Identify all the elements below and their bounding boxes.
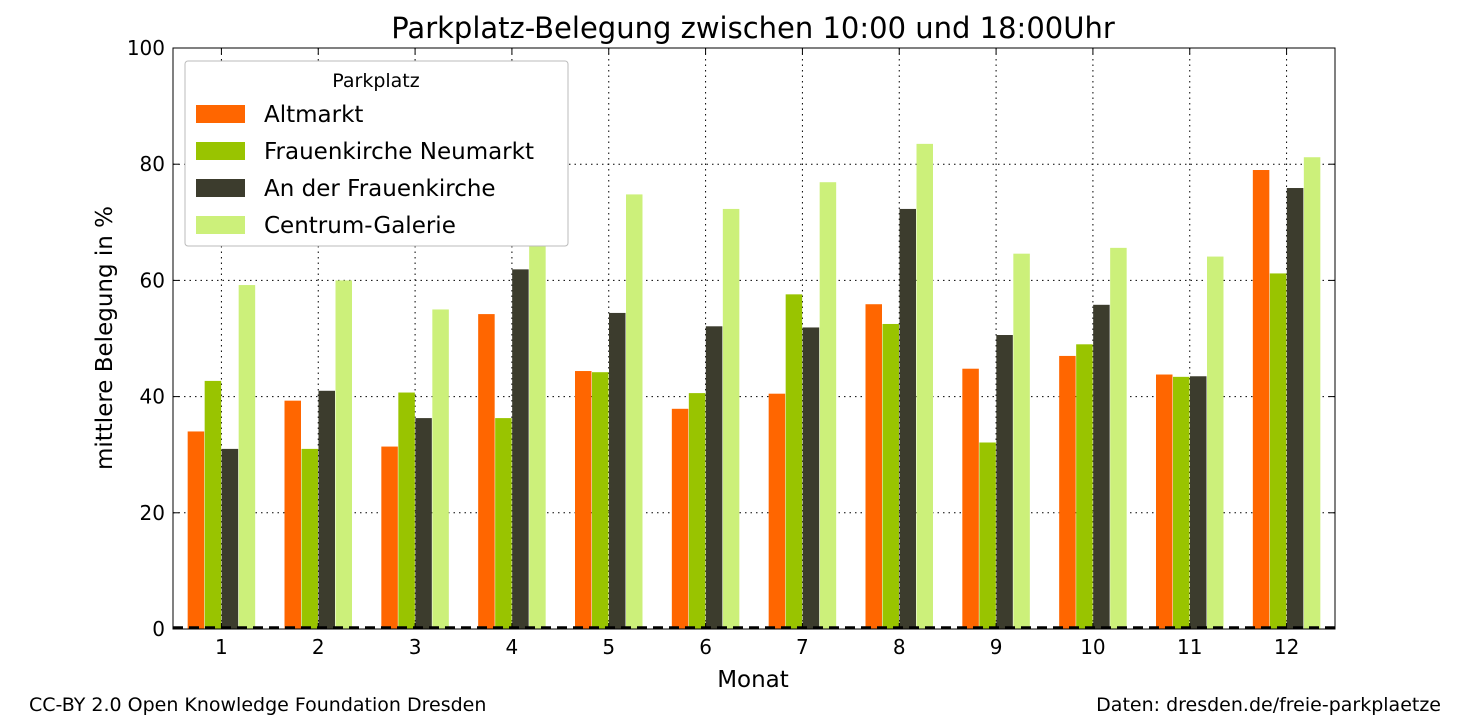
bar — [1110, 247, 1127, 629]
bar — [996, 335, 1013, 629]
bar — [398, 392, 415, 629]
bar — [1269, 273, 1287, 629]
x-tick-label: 1 — [215, 635, 228, 659]
plot-frame — [172, 47, 1336, 630]
bar — [284, 400, 301, 629]
x-tick-label: 9 — [990, 635, 1003, 659]
bar — [1207, 256, 1224, 629]
bar — [1190, 376, 1207, 629]
bar — [802, 327, 820, 629]
bar — [187, 431, 205, 629]
bar — [415, 418, 432, 629]
bar — [785, 294, 803, 629]
bar — [1076, 344, 1093, 629]
y-axis-label: mittlere Belegung in % — [92, 206, 118, 470]
bar — [335, 280, 352, 629]
bar — [512, 269, 529, 629]
y-tick-label: 100 — [127, 36, 165, 60]
bar — [626, 194, 643, 630]
bar — [899, 208, 916, 629]
legend-swatch — [196, 216, 245, 234]
bar — [882, 323, 899, 629]
data-source-text: Daten: dresden.de/freie-parkplaetze — [1096, 694, 1441, 716]
bar — [1013, 253, 1030, 629]
legend-swatch — [196, 142, 245, 160]
legend-swatch — [196, 105, 245, 123]
y-tick-label: 40 — [140, 385, 165, 409]
bar — [768, 393, 786, 629]
bar — [575, 371, 592, 629]
x-tick-label: 8 — [893, 635, 906, 659]
bar — [478, 314, 495, 629]
legend-title: Parkplatz — [332, 70, 419, 92]
legend: Parkplatz Altmarkt Frauenkirche Neumarkt An… — [184, 60, 569, 247]
x-tick-label: 12 — [1274, 635, 1299, 659]
bar — [962, 368, 979, 629]
bar — [705, 326, 723, 629]
bar — [1156, 374, 1173, 629]
bar — [204, 380, 222, 629]
bar — [1059, 355, 1076, 629]
y-tick-label: 0 — [152, 617, 165, 641]
x-tick-label: 7 — [796, 635, 809, 659]
x-tick-label: 6 — [699, 635, 712, 659]
x-tick-label: 3 — [409, 635, 422, 659]
bar — [221, 448, 239, 629]
bar — [671, 408, 689, 629]
bar — [1286, 188, 1304, 629]
bar — [529, 227, 546, 630]
bars — [187, 143, 1321, 630]
bar — [722, 208, 740, 629]
bar — [381, 446, 398, 629]
y-tick-label: 20 — [140, 501, 165, 525]
bar — [865, 304, 882, 629]
bar — [495, 418, 512, 629]
bar — [979, 442, 996, 629]
legend-box — [184, 60, 569, 247]
legend-entry: An der Frauenkirche — [264, 176, 496, 202]
bar — [1303, 157, 1321, 629]
legend-swatch — [196, 179, 245, 197]
bar — [1252, 170, 1270, 629]
x-tick-label: 2 — [312, 635, 325, 659]
bar — [1093, 304, 1110, 629]
bar — [916, 143, 933, 630]
bar — [609, 312, 626, 629]
bar — [1173, 376, 1190, 629]
bar — [301, 448, 318, 629]
bar — [819, 182, 837, 629]
legend-entry: Frauenkirche Neumarkt — [264, 139, 534, 165]
x-tick-label: 11 — [1177, 635, 1202, 659]
chart-title: Parkplatz-Belegung zwischen 10:00 und 18… — [391, 11, 1115, 45]
legend-entry: Altmarkt — [264, 102, 363, 128]
bar — [238, 285, 256, 629]
x-axis-label: Monat — [717, 667, 789, 693]
bar — [688, 393, 706, 629]
license-text: CC-BY 2.0 Open Knowledge Foundation Dres… — [29, 694, 487, 716]
legend-entry: Centrum-Galerie — [264, 213, 456, 239]
x-tick-label: 5 — [602, 635, 615, 659]
bar — [592, 372, 609, 629]
y-tick-label: 80 — [140, 152, 165, 176]
y-tick-label: 60 — [140, 268, 165, 292]
bar — [318, 390, 335, 629]
x-tick-label: 4 — [506, 635, 519, 659]
bar — [432, 309, 449, 629]
x-tick-label: 10 — [1080, 635, 1105, 659]
